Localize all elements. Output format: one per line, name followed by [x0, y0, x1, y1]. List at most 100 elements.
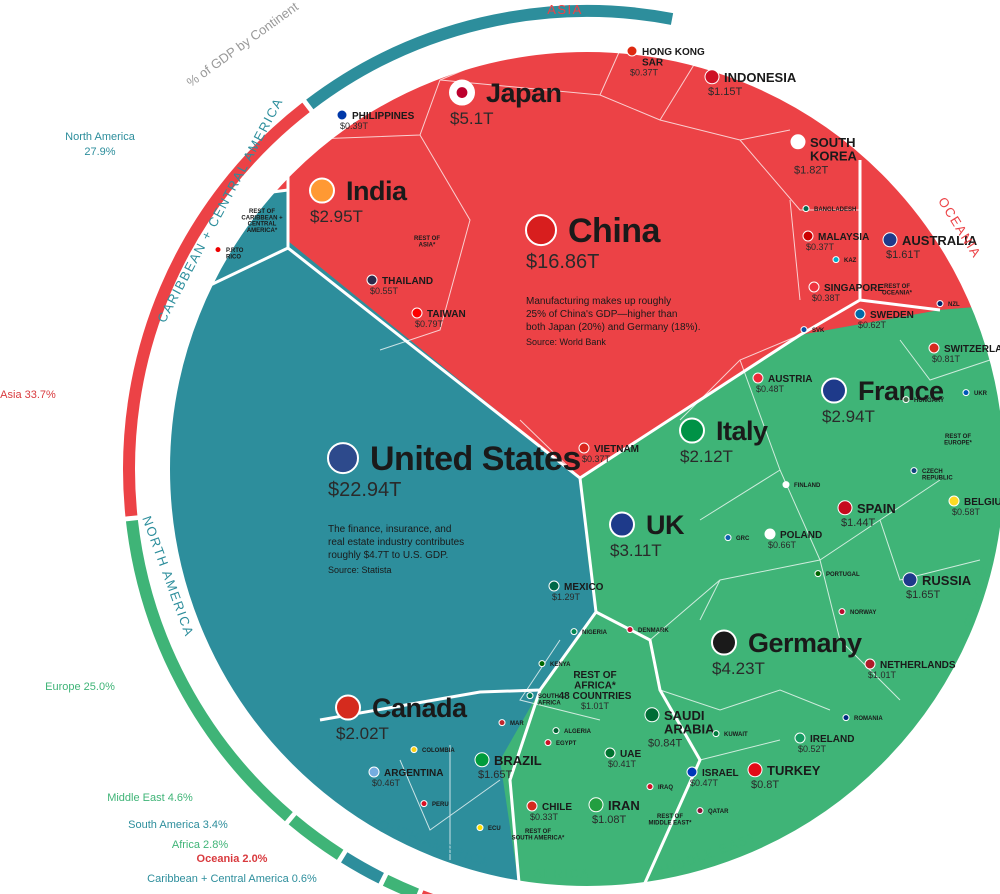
country-russia: RUSSIA$1.65T — [902, 572, 972, 601]
country-colombia: COLOMBIA — [410, 746, 455, 754]
country-ecu: ECU — [476, 824, 501, 832]
country-name-japan: Japan — [486, 78, 562, 108]
country-name-rest-of-europe: REST OF EUROPE* — [944, 434, 972, 446]
country-name-denmark: DENMARK — [638, 628, 669, 634]
country-iraq: IRAQ — [646, 783, 673, 791]
country-name-nzl: NZL — [948, 302, 960, 308]
country-south-africa: SOUTH AFRICA — [526, 692, 561, 706]
flag-india — [309, 177, 335, 204]
country-name-qatar: QATAR — [708, 809, 729, 815]
country-value-italy: $2.12T — [680, 447, 733, 466]
flag-ukr — [962, 389, 970, 397]
country-value-indonesia: $1.15T — [708, 86, 743, 98]
country-name-nigeria: NIGERIA — [582, 630, 608, 636]
country-value-turkey: $0.8T — [751, 779, 779, 791]
country-germany: Germany$4.23T — [711, 628, 863, 678]
flag-mexico — [548, 580, 560, 592]
ring-label-asia: Asia 33.7% — [0, 389, 56, 401]
flag-china — [525, 214, 557, 247]
country-value-sweden: $0.62T — [858, 320, 887, 330]
country-philippines: PHILIPPINES$0.39T — [336, 109, 415, 131]
country-source-china: Source: World Bank — [526, 337, 606, 347]
flag-malaysia — [802, 230, 814, 242]
country-netherlands: NETHERLANDS$1.01T — [864, 658, 956, 680]
country-name-turkey: TURKEY — [767, 763, 821, 778]
country-algeria: ALGERIA — [552, 727, 592, 735]
country-uae: UAE$0.41T — [604, 747, 641, 769]
country-value-france: $2.94T — [822, 407, 875, 426]
country-grc: GRC — [724, 534, 750, 542]
flag-ecu — [476, 824, 484, 832]
country-value-belgium: $0.58T — [952, 507, 981, 517]
country-name-india: India — [346, 176, 408, 206]
flag-uk — [609, 511, 635, 538]
flag-iraq — [646, 783, 654, 791]
country-name-taiwan: TAIWAN — [427, 309, 466, 320]
country-turkey: TURKEY$0.8T — [747, 762, 821, 791]
flag-spain — [837, 500, 853, 516]
country-chile: CHILE$0.33T — [526, 800, 572, 822]
country-note-china: Manufacturing makes up roughly 25% of Chi… — [526, 296, 701, 333]
flag-taiwan — [411, 307, 423, 319]
country-poland: POLAND$0.66T — [764, 528, 822, 550]
country-value-spain: $1.44T — [841, 517, 876, 529]
country-name-indonesia: INDONESIA — [724, 70, 797, 85]
flag-south-korea — [790, 134, 806, 150]
ring-label-africa: Africa 2.8% — [172, 839, 228, 851]
country-name-switzerland: SWITZERLAND — [944, 344, 1000, 355]
country-name-poland: POLAND — [780, 530, 822, 541]
country-value-uk: $3.11T — [610, 541, 662, 560]
country-sweden: SWEDEN$0.62T — [854, 308, 914, 330]
flag-kaz — [832, 256, 840, 264]
country-value-taiwan: $0.79T — [415, 319, 444, 329]
flag-romania — [842, 714, 850, 722]
country-indonesia: INDONESIA$1.15T — [704, 69, 797, 98]
country-name-malaysia: MALAYSIA — [818, 232, 869, 243]
flag-indonesia — [704, 69, 720, 85]
country-name-united-states: United States — [370, 440, 581, 478]
ring-segment-north-america — [306, 5, 674, 110]
flag-south-africa — [526, 692, 534, 700]
country-romania: ROMANIA — [842, 714, 883, 722]
flag-vietnam — [578, 442, 590, 454]
country-value-south-korea: $1.82T — [794, 165, 829, 177]
country-belgium: BELGIUM$0.58T — [948, 495, 1000, 517]
country-peru: PERU — [420, 800, 449, 808]
country-value-israel: $0.47T — [690, 778, 719, 788]
country-name-canada: Canada — [372, 693, 468, 723]
country-value-rest-of-africa-48-countries: $1.01T — [581, 701, 610, 711]
country-israel: ISRAEL$0.47T — [686, 766, 739, 788]
ring-label-oceania: Oceania 2.0% — [197, 853, 268, 865]
country-name-argentina: ARGENTINA — [384, 768, 443, 779]
country-name-south-africa: SOUTH AFRICA — [538, 694, 561, 706]
flag-switzerland — [928, 342, 940, 354]
country-value-russia: $1.65T — [906, 589, 941, 601]
country-name-bangladesh: BANGLADESH — [814, 207, 856, 213]
country-source-united-states: Source: Statista — [328, 565, 392, 575]
country-malaysia: MALAYSIA$0.37T — [802, 230, 869, 252]
country-united-states: United States$22.94T The finance, insuran… — [327, 440, 581, 575]
country-italy: Italy$2.12T — [679, 416, 769, 466]
country-name-kenya: KENYA — [550, 662, 571, 668]
ring-label-europe: Europe 25.0% — [45, 681, 115, 693]
ring-segment-middle-east — [288, 815, 344, 860]
country-taiwan: TAIWAN$0.79T — [411, 307, 466, 329]
country-name-brazil: BRAZIL — [494, 753, 542, 768]
country-name-rest-of-asia: REST OF ASIA* — [414, 236, 440, 248]
country-value-saudi-arabia: $0.84T — [648, 738, 683, 750]
country-note-united-states: The finance, insurance, and real estate i… — [328, 524, 464, 561]
flag-bangladesh — [802, 205, 810, 213]
flag-hong-kong-sar — [626, 45, 638, 57]
country-p-rto-rico: P.RTO RICO — [214, 246, 244, 260]
country-qatar: QATAR — [696, 807, 729, 815]
country-china: China$16.86T Manufacturing makes up rough… — [525, 212, 701, 347]
flag-austria — [752, 372, 764, 384]
country-value-mexico: $1.29T — [552, 592, 581, 602]
flag-colombia — [410, 746, 418, 754]
country-finland: FINLAND — [782, 481, 821, 489]
country-portugal: PORTUGAL — [814, 570, 860, 578]
country-japan: Japan$5.1T — [449, 78, 562, 128]
country-name-ireland: IRELAND — [810, 734, 854, 745]
country-name-spain: SPAIN — [857, 501, 896, 516]
flag-germany — [711, 629, 737, 656]
